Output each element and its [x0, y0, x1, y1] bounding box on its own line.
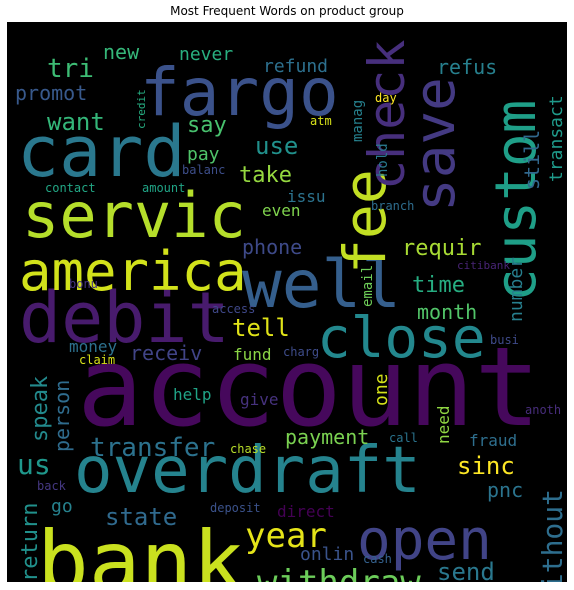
- word-pnc: pnc: [487, 478, 523, 502]
- word-custom: custom: [484, 100, 549, 302]
- word-withdraw: withdraw: [257, 563, 421, 582]
- word-balanc: balanc: [182, 163, 225, 177]
- word-refund: refund: [263, 56, 328, 77]
- word-transfer: transfer: [90, 433, 215, 463]
- word-money: money: [69, 337, 118, 356]
- word-branch: branch: [371, 199, 414, 213]
- word-refus: refus: [437, 55, 497, 79]
- word-card: card: [17, 111, 186, 193]
- word-overdraft: overdraft: [74, 434, 421, 508]
- word-want: want: [47, 108, 105, 136]
- word-charg: charg: [283, 345, 319, 359]
- word-promot: promot: [15, 81, 87, 105]
- word-atm: atm: [310, 114, 332, 128]
- word-help: help: [173, 385, 212, 404]
- word-month: month: [417, 300, 477, 324]
- word-without: without: [536, 489, 567, 582]
- word-open: open: [357, 508, 492, 573]
- word-tell: tell: [232, 314, 290, 342]
- word-close: close: [317, 306, 486, 371]
- word-return: return: [18, 503, 43, 582]
- word-give: give: [240, 390, 279, 409]
- word-speak: speak: [28, 376, 53, 442]
- word-cloud: account bank overdraft card debit fargo well se…: [7, 22, 567, 582]
- word-onlin: onlin: [300, 544, 354, 565]
- word-email: email: [360, 265, 376, 307]
- word-fargo: fargo: [140, 54, 339, 131]
- word-claim: claim: [79, 353, 115, 367]
- word-anoth: anoth: [525, 403, 561, 417]
- word-pay: pay: [187, 144, 220, 165]
- word-busi: busi: [490, 333, 519, 347]
- word-receiv: receiv: [130, 341, 202, 365]
- chart-title: Most Frequent Words on product group: [170, 4, 404, 18]
- word-direct: direct: [277, 502, 335, 521]
- word-send: send: [437, 558, 495, 582]
- word-issu: issu: [287, 187, 326, 206]
- word-payment: payment: [285, 425, 369, 449]
- word-number: number: [506, 257, 527, 322]
- word-back: back: [37, 479, 67, 493]
- word-cloud-background: [7, 22, 567, 582]
- word-sinc: sinc: [457, 452, 515, 480]
- word-debit: debit: [19, 277, 230, 359]
- word-save: save: [403, 77, 468, 212]
- word-call: call: [389, 431, 418, 445]
- word-year: year: [245, 516, 327, 556]
- word-phone: phone: [242, 235, 302, 259]
- word-bonu: bonu: [69, 277, 98, 291]
- word-deposit: deposit: [210, 501, 261, 515]
- word-check: check: [358, 39, 416, 190]
- word-account: account: [77, 323, 541, 451]
- word-fraud: fraud: [469, 431, 517, 450]
- word-manag: manag: [350, 100, 366, 142]
- word-use: use: [255, 132, 298, 160]
- word-fund: fund: [233, 345, 272, 364]
- word-need: need: [434, 405, 453, 444]
- word-state: state: [105, 503, 177, 531]
- word-transact: transact: [546, 95, 567, 182]
- word-never: never: [179, 44, 233, 65]
- word-time: time: [412, 273, 465, 298]
- word-person: person: [50, 380, 74, 452]
- word-hold: hold: [375, 143, 391, 177]
- word-even: even: [262, 201, 301, 220]
- word-well: well: [242, 246, 401, 323]
- word-cash: cash: [363, 552, 392, 566]
- word-say: say: [187, 113, 227, 138]
- word-bank: bank: [37, 513, 244, 582]
- word-servic: servic: [22, 179, 246, 252]
- word-one: one: [371, 373, 392, 406]
- word-chase: chase: [230, 442, 266, 456]
- word-us: us: [17, 448, 51, 481]
- word-tri: tri: [47, 54, 94, 84]
- word-america: america: [19, 240, 247, 303]
- word-day: day: [375, 91, 397, 105]
- word-still: still: [520, 130, 544, 190]
- word-new: new: [103, 40, 140, 64]
- word-amount: amount: [142, 181, 185, 195]
- word-cloud-canvas: accountbankoverdraftcarddebitfargowellse…: [7, 22, 567, 582]
- word-credit: credit: [135, 89, 148, 129]
- word-take: take: [239, 163, 292, 188]
- word-requir: requir: [402, 236, 481, 261]
- word-citibank: citibank: [457, 259, 510, 272]
- word-go: go: [51, 496, 73, 517]
- word-fee: fee: [331, 169, 399, 274]
- word-access: access: [212, 302, 255, 316]
- word-contact: contact: [45, 181, 96, 195]
